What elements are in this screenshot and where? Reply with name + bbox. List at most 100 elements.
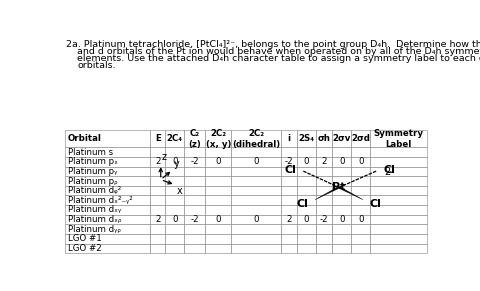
Bar (351, 234, 370, 244)
Bar (281, 186, 297, 196)
Bar (184, 147, 205, 157)
Bar (65, 205, 150, 215)
Bar (370, 157, 427, 166)
Text: and d orbitals of the Pt ion would behave when operated on by all of the D₄h sym: and d orbitals of the Pt ion would behav… (77, 47, 480, 56)
Bar (166, 215, 184, 224)
Bar (65, 157, 150, 166)
Bar (166, 244, 184, 253)
Bar (297, 176, 316, 186)
Bar (150, 196, 166, 205)
Bar (333, 234, 351, 244)
Bar (297, 130, 316, 147)
Bar (351, 166, 370, 176)
Text: 0: 0 (304, 157, 309, 166)
Bar (65, 176, 150, 186)
Polygon shape (315, 187, 341, 200)
Text: Platinum pᵧ: Platinum pᵧ (68, 167, 117, 176)
Text: -2: -2 (191, 215, 199, 224)
Bar (150, 186, 166, 196)
Text: Platinum dₓᵨ: Platinum dₓᵨ (68, 215, 121, 224)
Bar (205, 196, 231, 205)
Bar (281, 244, 297, 253)
Bar (231, 157, 281, 166)
Bar (297, 186, 316, 196)
Bar (231, 244, 281, 253)
Bar (351, 205, 370, 215)
Bar (281, 157, 297, 166)
Bar (166, 166, 184, 176)
Bar (205, 176, 231, 186)
Bar (150, 244, 166, 253)
Bar (150, 157, 166, 166)
Text: orbitals.: orbitals. (77, 61, 116, 70)
Text: 0: 0 (339, 157, 345, 166)
Bar (297, 166, 316, 176)
Text: Platinum s: Platinum s (68, 148, 113, 157)
Bar (297, 147, 316, 157)
Bar (150, 130, 166, 147)
Text: Platinum dₓᵧ: Platinum dₓᵧ (68, 205, 121, 214)
Bar (65, 166, 150, 176)
Bar (205, 244, 231, 253)
Text: Cl: Cl (285, 165, 296, 175)
Bar (205, 147, 231, 157)
Text: Platinum pₓ: Platinum pₓ (68, 157, 118, 166)
Bar (316, 176, 333, 186)
Bar (316, 130, 333, 147)
Bar (316, 205, 333, 215)
Bar (333, 215, 351, 224)
Bar (231, 176, 281, 186)
Bar (316, 186, 333, 196)
Bar (333, 224, 351, 234)
Bar (370, 176, 427, 186)
Text: 2: 2 (155, 157, 160, 166)
Bar (65, 244, 150, 253)
Bar (166, 147, 184, 157)
Bar (281, 205, 297, 215)
Bar (150, 147, 166, 157)
Bar (184, 166, 205, 176)
Bar (166, 205, 184, 215)
Bar (184, 130, 205, 147)
Bar (205, 166, 231, 176)
Text: 0: 0 (304, 215, 309, 224)
Text: 0: 0 (216, 157, 221, 166)
Bar (150, 215, 166, 224)
Text: Cl: Cl (370, 198, 382, 209)
Bar (333, 166, 351, 176)
Text: 0: 0 (358, 157, 363, 166)
Bar (184, 215, 205, 224)
Bar (150, 166, 166, 176)
Bar (166, 224, 184, 234)
Bar (166, 130, 184, 147)
Bar (205, 205, 231, 215)
Bar (351, 196, 370, 205)
Bar (231, 196, 281, 205)
Bar (316, 234, 333, 244)
Text: LGO #1: LGO #1 (68, 234, 101, 243)
Bar (370, 130, 427, 147)
Bar (370, 205, 427, 215)
Bar (297, 244, 316, 253)
Text: -2: -2 (320, 215, 328, 224)
Bar (281, 196, 297, 205)
Bar (316, 196, 333, 205)
Bar (184, 205, 205, 215)
Bar (351, 147, 370, 157)
Text: -2: -2 (285, 157, 293, 166)
Text: 2C₂
(dihedral): 2C₂ (dihedral) (232, 129, 280, 149)
Bar (231, 166, 281, 176)
Bar (333, 244, 351, 253)
Bar (231, 130, 281, 147)
Bar (333, 205, 351, 215)
Bar (370, 186, 427, 196)
Text: 0: 0 (172, 215, 178, 224)
Bar (370, 196, 427, 205)
Text: 2σd: 2σd (351, 134, 370, 143)
Bar (231, 224, 281, 234)
Text: 2-: 2- (384, 167, 394, 177)
Text: 2C₄: 2C₄ (167, 134, 183, 143)
Bar (205, 234, 231, 244)
Bar (205, 215, 231, 224)
Bar (333, 157, 351, 166)
